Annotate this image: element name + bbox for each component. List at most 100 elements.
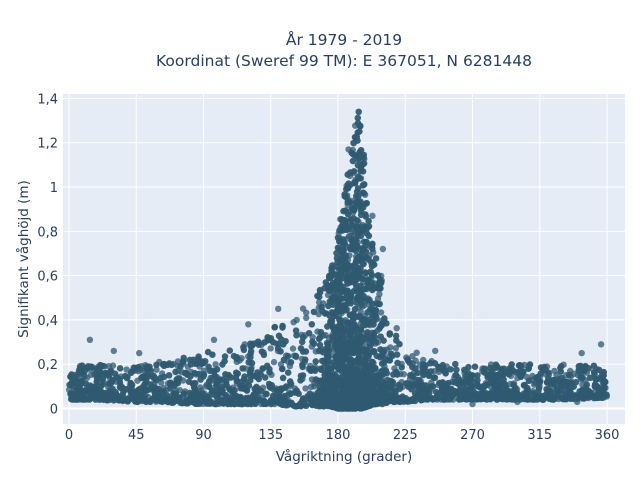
data-point <box>329 279 337 287</box>
data-point <box>302 356 309 363</box>
chart-title-line1: År 1979 - 2019 <box>286 30 402 49</box>
data-point <box>360 293 367 300</box>
data-point <box>223 381 230 389</box>
data-point <box>174 358 182 365</box>
data-point <box>498 389 505 397</box>
data-point <box>363 230 370 237</box>
data-point <box>387 344 394 351</box>
data-point <box>97 361 104 369</box>
data-point <box>572 379 580 386</box>
data-point <box>141 381 148 388</box>
data-point <box>222 371 229 378</box>
data-point <box>590 362 598 369</box>
data-point <box>316 293 323 301</box>
data-point <box>283 383 290 390</box>
chart-title-line2: Koordinat (Sweref 99 TM): E 367051, N 62… <box>156 52 532 70</box>
data-point <box>345 180 352 187</box>
data-point <box>172 368 179 376</box>
data-point <box>140 394 148 401</box>
data-point <box>204 348 212 356</box>
data-point <box>427 360 434 367</box>
data-point <box>68 380 75 387</box>
data-point <box>531 381 538 388</box>
data-point <box>551 367 558 375</box>
data-point <box>501 381 509 388</box>
data-point <box>111 370 119 377</box>
data-point <box>566 371 573 379</box>
data-point <box>85 385 93 392</box>
data-point <box>259 365 267 372</box>
data-point <box>370 317 377 325</box>
data-point <box>398 364 405 371</box>
data-point <box>284 352 292 360</box>
data-point <box>601 383 608 391</box>
data-point <box>116 365 124 372</box>
data-point <box>537 364 545 371</box>
data-point <box>394 359 401 367</box>
data-point <box>381 393 389 400</box>
data-point <box>307 365 314 373</box>
data-point <box>293 387 300 394</box>
data-point <box>396 340 403 348</box>
data-point <box>372 255 380 262</box>
data-point <box>315 299 323 306</box>
data-point <box>441 391 448 399</box>
data-point <box>580 395 588 402</box>
data-point <box>557 380 564 387</box>
data-point <box>247 377 254 384</box>
data-point <box>430 383 437 390</box>
data-point <box>483 381 490 389</box>
data-point <box>183 400 190 407</box>
data-point <box>369 245 376 252</box>
data-point <box>165 372 173 379</box>
data-point <box>177 363 184 370</box>
data-point <box>376 325 383 332</box>
data-point <box>578 374 585 381</box>
data-point <box>529 396 537 403</box>
data-point <box>351 306 359 313</box>
data-point <box>409 372 416 380</box>
data-point <box>267 345 274 352</box>
data-point <box>355 269 363 277</box>
data-point <box>143 363 151 370</box>
data-point <box>206 378 213 385</box>
data-point <box>144 373 152 380</box>
data-point <box>516 392 524 399</box>
data-point <box>368 271 376 279</box>
data-point <box>303 314 310 322</box>
data-point <box>334 307 342 314</box>
data-point <box>316 347 323 354</box>
data-point <box>317 329 325 336</box>
data-point <box>341 326 348 333</box>
data-point <box>338 247 345 254</box>
data-point <box>347 290 354 298</box>
data-point <box>534 373 541 381</box>
data-point <box>333 263 341 270</box>
data-point <box>299 363 306 371</box>
data-point <box>315 335 323 343</box>
data-point <box>279 365 286 373</box>
data-point <box>499 395 507 403</box>
data-point <box>536 379 543 386</box>
data-point <box>266 369 273 376</box>
data-point <box>166 360 173 367</box>
data-point <box>345 297 352 304</box>
data-point <box>262 390 270 397</box>
data-point <box>338 360 345 368</box>
data-point <box>392 345 399 352</box>
data-point <box>299 305 307 312</box>
data-point <box>525 365 532 372</box>
data-point <box>359 245 366 252</box>
data-point <box>350 357 357 365</box>
data-point <box>409 353 416 360</box>
data-point <box>360 391 367 398</box>
data-point <box>287 359 295 366</box>
data-point <box>351 152 358 159</box>
data-point <box>224 400 232 408</box>
data-point <box>487 364 494 372</box>
data-point <box>474 372 481 379</box>
data-point <box>293 332 300 339</box>
data-point <box>360 189 367 196</box>
data-point <box>247 348 255 355</box>
data-point <box>357 326 365 334</box>
